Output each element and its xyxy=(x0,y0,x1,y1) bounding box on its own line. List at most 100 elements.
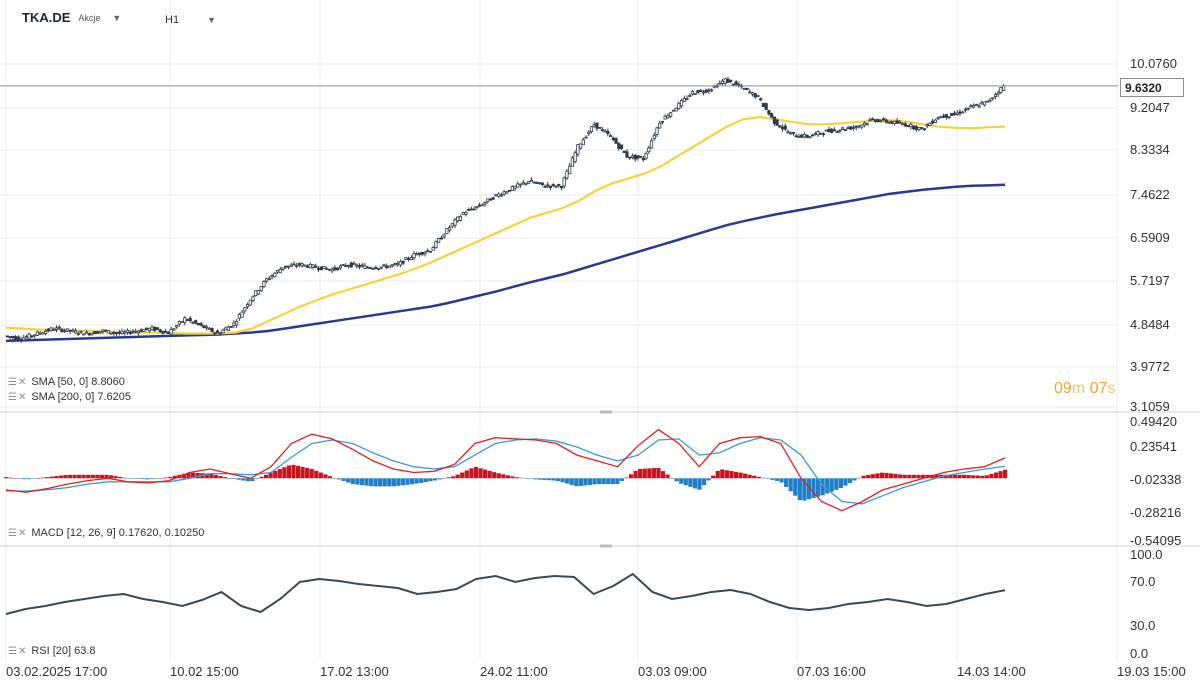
candle-body xyxy=(991,97,995,100)
candle-body xyxy=(300,263,304,267)
price-axis-label: 10.0760 xyxy=(1130,56,1177,71)
legend-rsi[interactable]: ☰✕ RSI [20] 63.8 xyxy=(8,645,96,657)
settings-icon[interactable]: ☰✕ xyxy=(8,645,28,657)
macd-histogram-bar xyxy=(140,478,146,480)
candle-body xyxy=(723,78,727,84)
candle-body xyxy=(535,182,539,185)
interval-selector[interactable]: H1 ▼ xyxy=(165,14,216,26)
candle-body xyxy=(415,253,419,256)
rsi-axis-label: 0.0 xyxy=(1130,646,1148,661)
candle-body xyxy=(54,327,59,330)
candle-body xyxy=(854,125,858,128)
macd-histogram-bar xyxy=(76,474,82,479)
price-axis-label: 7.4622 xyxy=(1130,187,1170,202)
rsi-axis-label: 100.0 xyxy=(1130,547,1163,562)
candle-body xyxy=(303,264,307,267)
macd-histogram-bar xyxy=(670,477,675,479)
candle-body xyxy=(808,136,812,139)
candle-body xyxy=(800,134,804,138)
candle-body xyxy=(527,181,531,184)
macd-histogram-bar xyxy=(118,476,123,479)
candle-body xyxy=(235,321,239,326)
macd-histogram-bar xyxy=(606,478,611,485)
candle-body xyxy=(344,265,348,267)
candle-body xyxy=(753,93,757,98)
candle-body xyxy=(382,264,386,267)
legend-macd[interactable]: ☰✕ MACD [12, 26, 9] 0.17620, 0.10250 xyxy=(8,527,204,539)
candle-body xyxy=(95,331,100,334)
candle-body xyxy=(180,320,184,323)
candle-body xyxy=(677,102,681,109)
macd-histogram-bar xyxy=(364,478,369,486)
macd-histogram-bar xyxy=(81,474,86,479)
candle-body xyxy=(166,331,171,334)
time-axis-label: 17.02 13:00 xyxy=(320,664,389,679)
macd-histogram-bar xyxy=(473,466,479,479)
candle-body xyxy=(60,328,64,333)
candle-body xyxy=(974,104,978,106)
price-axis-label: 3.1059 xyxy=(1130,399,1170,414)
candle-body xyxy=(909,123,913,128)
candle-body xyxy=(210,327,214,333)
settings-icon[interactable]: ☰✕ xyxy=(8,527,28,539)
candle-body xyxy=(810,134,815,137)
candle-body xyxy=(840,127,845,130)
candle-body xyxy=(748,91,752,94)
candle-body xyxy=(196,323,201,325)
macd-histogram-bar xyxy=(674,478,679,482)
candle-body xyxy=(941,115,946,118)
macd-histogram-bar xyxy=(660,471,666,479)
axes: 03.02.2025 17:00 10.02 15:00 17.02 13:00 24… xyxy=(0,56,1186,679)
candle-body xyxy=(731,83,736,86)
macd-histogram-bar xyxy=(847,478,853,484)
candle-body xyxy=(467,209,471,212)
candle-body xyxy=(13,336,18,340)
legend-sma50[interactable]: ☰✕ SMA [50, 0] 8.8060 xyxy=(8,376,125,388)
candle-body xyxy=(420,252,424,255)
candle-body xyxy=(548,185,553,188)
candle-body xyxy=(390,264,394,267)
candle-body xyxy=(11,336,15,338)
candle-body xyxy=(578,143,583,149)
macd-histogram-bar xyxy=(122,477,127,479)
candle-body xyxy=(892,120,897,125)
macd-histogram-bar xyxy=(414,478,419,484)
candle-body xyxy=(349,262,353,268)
candle-body xyxy=(412,252,416,259)
macd-histogram-bar xyxy=(537,478,542,480)
macd-histogram-bar xyxy=(318,472,323,479)
candle-body xyxy=(16,336,20,340)
macd-histogram-bar xyxy=(797,478,802,501)
symbol-label[interactable]: TKA.DE xyxy=(22,10,71,25)
candle-body xyxy=(248,299,252,306)
candle-body xyxy=(131,330,135,333)
chevron-down-icon[interactable]: ▼ xyxy=(112,12,122,23)
candle-body xyxy=(977,105,981,108)
candle-body xyxy=(699,90,703,92)
candle-body xyxy=(666,115,670,119)
interval-label[interactable]: H1 xyxy=(165,14,180,26)
candle-body xyxy=(445,228,449,235)
candle-body xyxy=(22,337,26,341)
chevron-down-icon[interactable]: ▼ xyxy=(207,15,216,25)
candle-body xyxy=(8,336,12,338)
macd-histogram-bar xyxy=(619,478,625,481)
macd-histogram-bar xyxy=(90,474,95,479)
settings-icon[interactable]: ☰✕ xyxy=(8,376,28,388)
legend-rsi-label: RSI [20] 63.8 xyxy=(31,645,96,657)
candle-body xyxy=(750,92,755,95)
candle-body xyxy=(701,91,705,94)
candle-body xyxy=(158,329,162,332)
candle-body xyxy=(469,208,473,211)
candle-body xyxy=(360,264,364,267)
candle-body xyxy=(933,119,937,123)
candle-body xyxy=(969,105,973,108)
candle-body xyxy=(150,326,154,331)
settings-icon[interactable]: ☰✕ xyxy=(8,391,28,403)
candle-body xyxy=(142,329,146,332)
candle-body xyxy=(707,89,711,92)
candle-body xyxy=(955,112,959,115)
legend-sma200[interactable]: ☰✕ SMA [200, 0] 7.6205 xyxy=(8,391,131,403)
